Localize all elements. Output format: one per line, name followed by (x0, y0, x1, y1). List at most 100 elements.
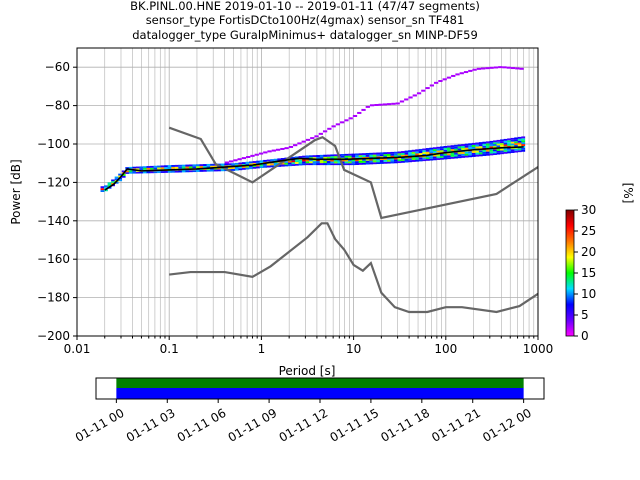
density-cell (432, 147, 437, 150)
density-cell (372, 160, 377, 163)
density-cell (355, 153, 359, 156)
density-cell (390, 155, 395, 158)
y-tick-label: −100 (37, 137, 70, 151)
x-axis-label: Period [s] (279, 364, 336, 378)
density-cell (100, 190, 105, 192)
density-cell (351, 159, 356, 162)
density-cell (457, 144, 462, 147)
density-cell (302, 155, 306, 158)
density-cell (500, 148, 504, 151)
density-cell (517, 138, 522, 141)
density-cell (121, 175, 126, 178)
density-cell (365, 160, 370, 163)
noise-model-nlnm (169, 222, 538, 314)
figure-title: BK.PINL.00.HNE 2019-01-10 -- 2019-01-11 … (130, 0, 480, 42)
density-cell (394, 151, 398, 154)
density-cell (107, 182, 112, 185)
density-cell (439, 155, 444, 158)
outlier-cell (451, 74, 456, 77)
density-cell (160, 167, 165, 170)
density-cell (330, 163, 335, 166)
density-cell (319, 156, 324, 159)
density-cell (312, 161, 317, 164)
density-cell (404, 160, 409, 163)
y-tick-label: −120 (37, 175, 70, 189)
density-cell (295, 163, 299, 166)
density-cell (383, 152, 388, 155)
density-cell (429, 149, 434, 152)
density-cell (461, 146, 466, 148)
density-cell (217, 169, 222, 172)
density-cell (270, 159, 275, 162)
density-cell (234, 168, 239, 171)
density-cell (397, 157, 402, 160)
density-cell (167, 165, 172, 168)
density-cell (199, 166, 204, 169)
density-cell (397, 155, 402, 158)
density-cell (454, 152, 458, 155)
outlier-cell (468, 69, 473, 72)
density-cell (443, 145, 448, 148)
density-cell (256, 166, 260, 169)
density-cell (171, 166, 176, 169)
density-cell (351, 155, 356, 158)
density-cell (213, 169, 218, 172)
density-cell (401, 153, 405, 155)
density-cell (376, 152, 381, 155)
x-tick-label: 0.1 (160, 342, 179, 356)
density-cell (386, 159, 391, 162)
density-cell (507, 149, 512, 152)
density-cell (355, 159, 359, 162)
density-cell (337, 159, 342, 162)
density-cell (418, 148, 423, 152)
density-cell (146, 171, 151, 174)
density-cell (348, 163, 352, 166)
density-cell (340, 159, 345, 162)
ppsd-panel: 0.01 0.1 1 10 100 1000 −200 −180 −160 −140 −120 −1… (9, 47, 553, 378)
density-cell (238, 166, 243, 169)
density-cell (415, 151, 420, 154)
density-cell (252, 164, 257, 167)
density-cell (369, 154, 374, 157)
density-cell (259, 160, 264, 163)
density-cell (457, 156, 462, 159)
density-cell (241, 167, 246, 170)
density-cell (496, 152, 501, 155)
density-cell (291, 162, 296, 165)
density-cell (181, 166, 186, 169)
density-cell (429, 155, 434, 157)
density-cell (358, 162, 363, 165)
density-cell (521, 142, 526, 145)
timeline-tick-label: 01-11 18 (378, 406, 432, 445)
density-cell (496, 139, 501, 142)
density-cell (471, 154, 476, 157)
outlier-cell (327, 127, 332, 130)
density-cell (121, 170, 126, 173)
density-cell (521, 147, 526, 150)
timeline-tick-label: 01-11 00 (73, 406, 127, 445)
density-cell (280, 162, 285, 165)
density-cell (153, 171, 158, 174)
density-cell (514, 150, 519, 153)
density-cell (323, 163, 328, 166)
density-cell (464, 153, 469, 156)
density-cell (111, 179, 115, 182)
density-cell (450, 152, 455, 155)
density-cell (379, 160, 384, 162)
density-cell (348, 159, 352, 162)
density-cell (464, 151, 469, 154)
density-cell (263, 163, 268, 166)
outlier-cell (246, 155, 251, 158)
density-cell (157, 171, 161, 174)
density-cell (231, 163, 236, 166)
density-cell (302, 159, 306, 162)
density-cell (337, 161, 342, 164)
density-cell (316, 163, 321, 166)
density-cell (312, 159, 317, 162)
outlier-cell (425, 87, 430, 90)
density-cell (340, 154, 345, 156)
density-cell (457, 148, 462, 151)
density-cell (344, 153, 349, 156)
density-cell (493, 153, 497, 155)
